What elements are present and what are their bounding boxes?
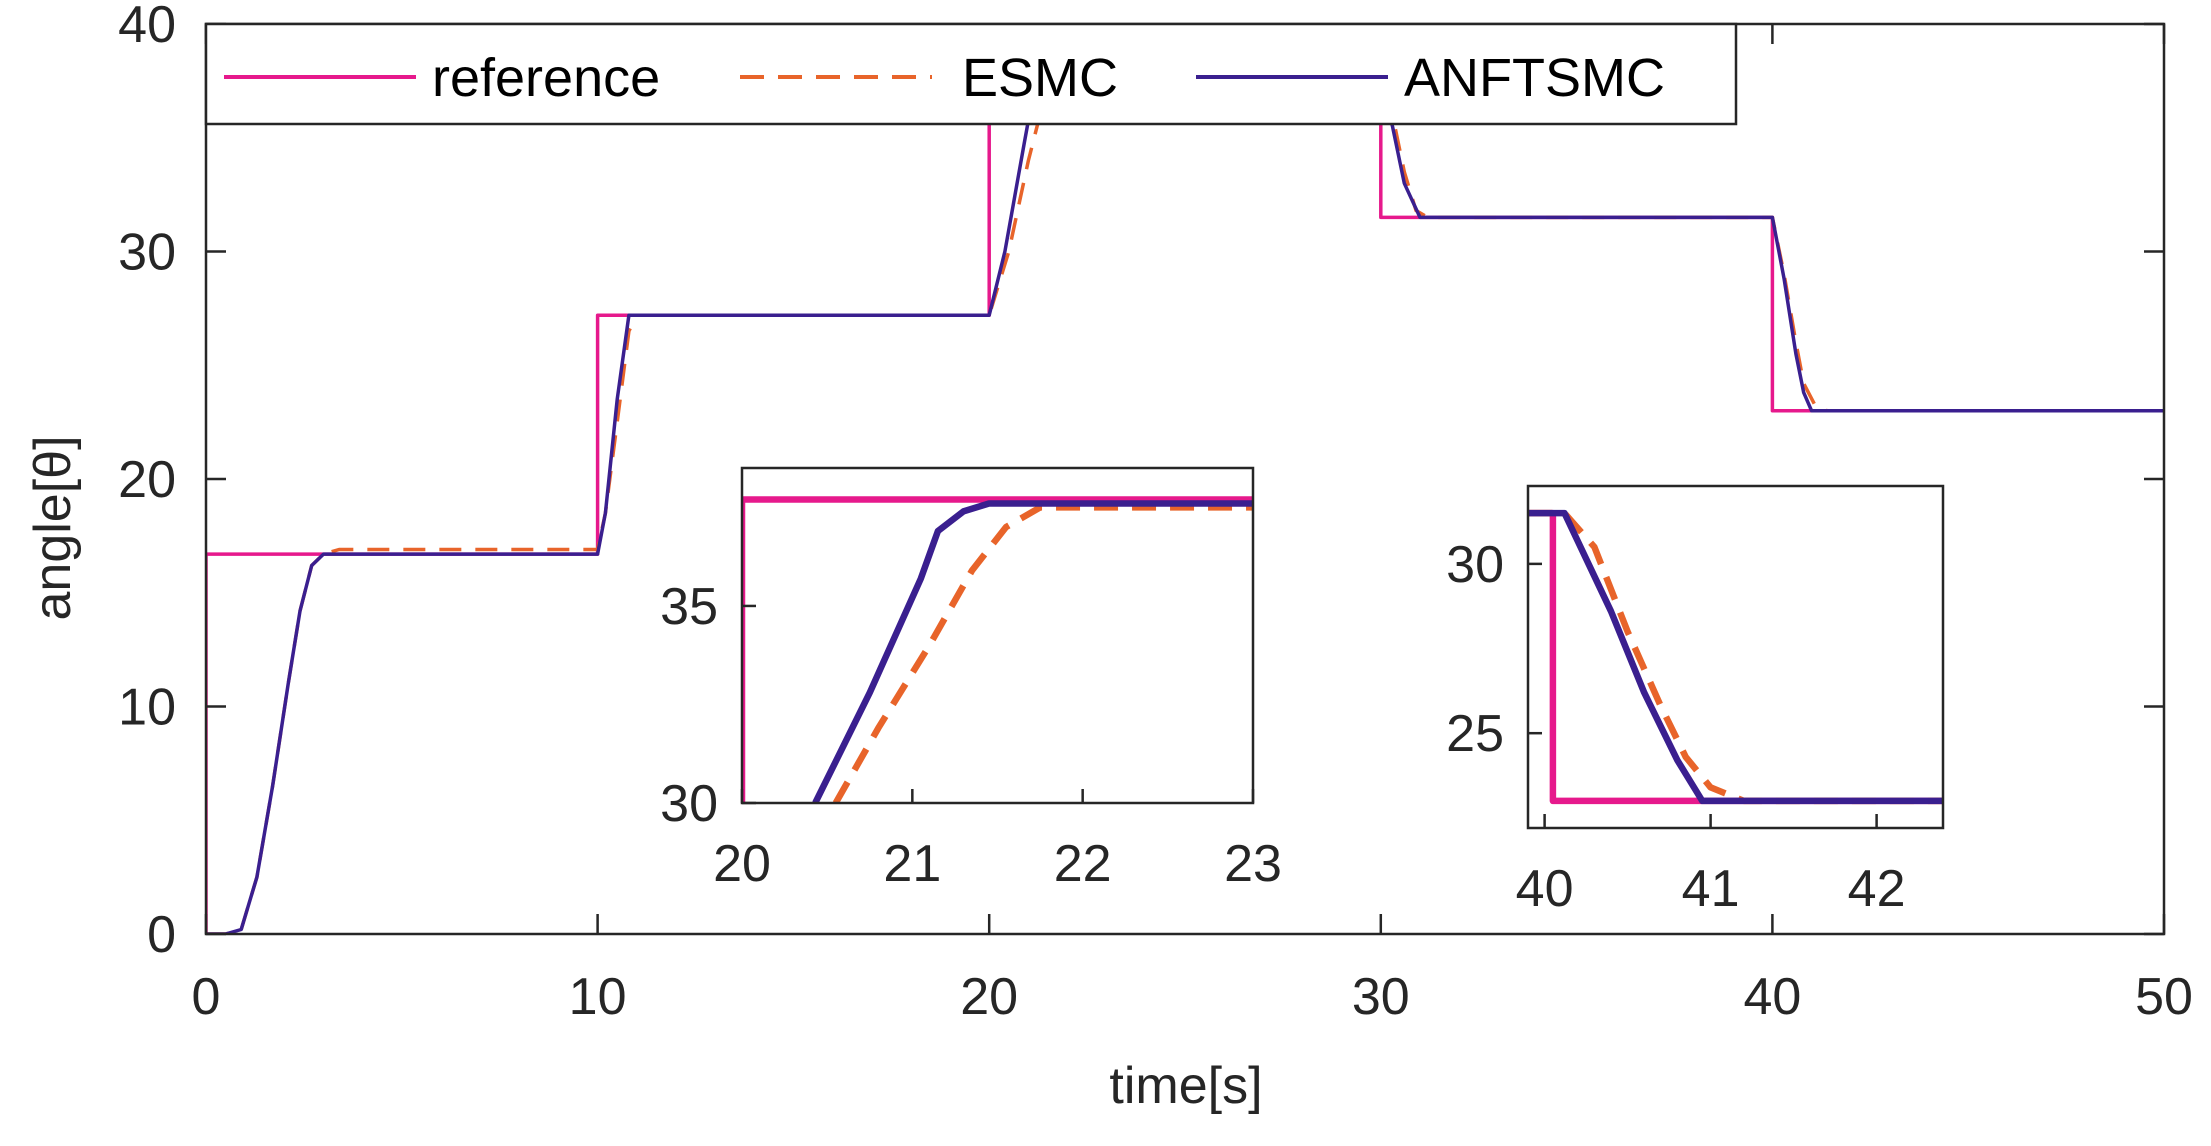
inset-left-series-anftsmc-line xyxy=(812,500,1253,803)
inset-left-frame xyxy=(740,466,1255,805)
inset-left-series-esmc-line xyxy=(832,504,1253,803)
inset-right-y-tick-label: 25 xyxy=(1446,705,1504,763)
inset-right-x-tick-label: 40 xyxy=(1516,860,1574,918)
main-y-tick-label: 10 xyxy=(118,679,176,737)
main-x-tick-label: 50 xyxy=(2135,968,2193,1026)
legend-label-esmc: ESMC xyxy=(962,48,1118,108)
inset-left-x-tick-label: 23 xyxy=(1224,835,1282,893)
main-y-tick-label: 30 xyxy=(118,224,176,282)
inset-right-y-tick-label: 30 xyxy=(1446,536,1504,594)
inset-right-frame xyxy=(1526,484,1945,830)
inset-left-series-reference-line xyxy=(742,496,1253,803)
main-y-tick-label: 0 xyxy=(147,906,176,964)
legend-label-anftsmc: ANFTSMC xyxy=(1404,48,1665,108)
inset-left-x-tick-label: 22 xyxy=(1054,835,1112,893)
inset-left-x-tick-label: 21 xyxy=(883,835,941,893)
main-y-tick-label: 20 xyxy=(118,451,176,509)
legend-label-reference: reference xyxy=(432,48,660,108)
inset-left-x-tick-label: 20 xyxy=(713,835,771,893)
inset-plot-left: 20 21 22 23 30 35 xyxy=(660,466,1282,893)
inset-right-area xyxy=(1528,486,1943,828)
main-x-tick-label: 30 xyxy=(1352,968,1410,1026)
inset-left-y-tick-label: 30 xyxy=(660,775,718,833)
inset-right-x-tick-label: 41 xyxy=(1682,860,1740,918)
inset-left-series-group xyxy=(742,496,1253,803)
inset-left-area xyxy=(742,468,1253,803)
main-x-tick-label: 0 xyxy=(192,968,221,1026)
x-axis-label: time[s] xyxy=(1109,1057,1262,1115)
inset-right-x-tick-label: 42 xyxy=(1848,860,1906,918)
main-x-tick-label: 20 xyxy=(960,968,1018,1026)
y-axis-label: angle[θ] xyxy=(24,435,82,620)
inset-plot-right: 40 41 42 25 30 xyxy=(1446,484,1945,918)
inset-right-series-esmc-line xyxy=(1528,509,1943,805)
legend: reference ESMC ANFTSMC xyxy=(204,22,1738,126)
legend-box xyxy=(204,22,1738,126)
main-series-anftsmc-line xyxy=(206,79,2164,934)
main-y-tick-label: 40 xyxy=(118,0,176,54)
inset-right-series-group xyxy=(1528,509,1943,805)
inset-left-y-tick-label: 35 xyxy=(660,578,718,636)
inset-right-series-anftsmc-line xyxy=(1528,509,1943,805)
main-x-tick-label: 10 xyxy=(569,968,627,1026)
main-x-tick-label: 40 xyxy=(1743,968,1801,1026)
